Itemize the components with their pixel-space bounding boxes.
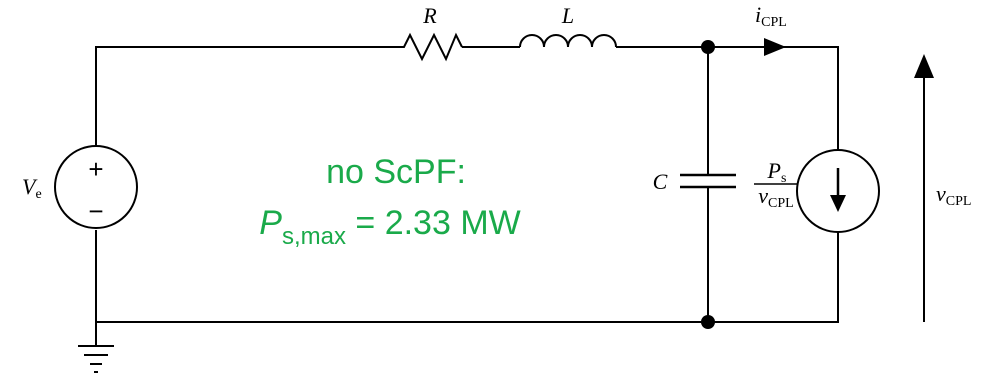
voltage-label-main: v: [936, 181, 946, 206]
down-arrow-icon: [830, 195, 846, 212]
voltage-label-sub: CPL: [946, 194, 972, 209]
voltage-arrow-icon: [914, 54, 934, 78]
annotation-line1: no ScPF:: [326, 153, 466, 191]
capacitor-symbol: [680, 173, 736, 189]
junction-dot-bottom: [701, 315, 715, 329]
source-minus-sign: −: [88, 196, 103, 226]
resistor-symbol: [398, 32, 463, 62]
wires: [95, 46, 839, 346]
fraction-num-sub: s: [781, 171, 786, 186]
annotation-sub: s,max: [282, 223, 346, 250]
current-arrow-icon: [764, 38, 786, 56]
source-label-main: V: [22, 174, 38, 199]
resistor-label: R: [422, 3, 437, 28]
cpl-fraction-label: Ps vCPL: [754, 158, 798, 211]
source-label-sub: e: [35, 187, 41, 202]
inductor-symbol: [519, 34, 617, 48]
annotation-p: P: [259, 204, 282, 242]
capacitor-label: C: [653, 169, 668, 194]
voltage-label: vCPL: [936, 181, 971, 209]
junction-dot-top: [701, 40, 715, 54]
fraction-den-sub: CPL: [768, 196, 794, 211]
fraction-denominator: vCPL: [758, 183, 793, 211]
source-label: Ve: [22, 174, 42, 202]
current-label-main: i: [755, 2, 761, 27]
annotation-line2: Ps,max = 2.33 MW: [259, 204, 520, 250]
source-plus-sign: +: [88, 154, 103, 184]
annotation-value: = 2.33 MW: [346, 204, 521, 242]
fraction-numerator: Ps: [767, 158, 787, 186]
inductor-label: L: [561, 3, 574, 28]
fraction-den-main: v: [758, 183, 768, 208]
current-source: [796, 149, 880, 233]
top-left-wire: [95, 46, 398, 185]
voltage-source-circle: [54, 145, 138, 229]
ground-icon: [78, 345, 114, 373]
current-label-sub: CPL: [761, 15, 787, 30]
fraction-num-main: P: [767, 158, 781, 183]
current-label: iCPL: [755, 2, 787, 30]
voltage-source: + −: [54, 145, 138, 229]
top-right-wire: [616, 46, 839, 150]
bottom-wire: [95, 230, 839, 323]
